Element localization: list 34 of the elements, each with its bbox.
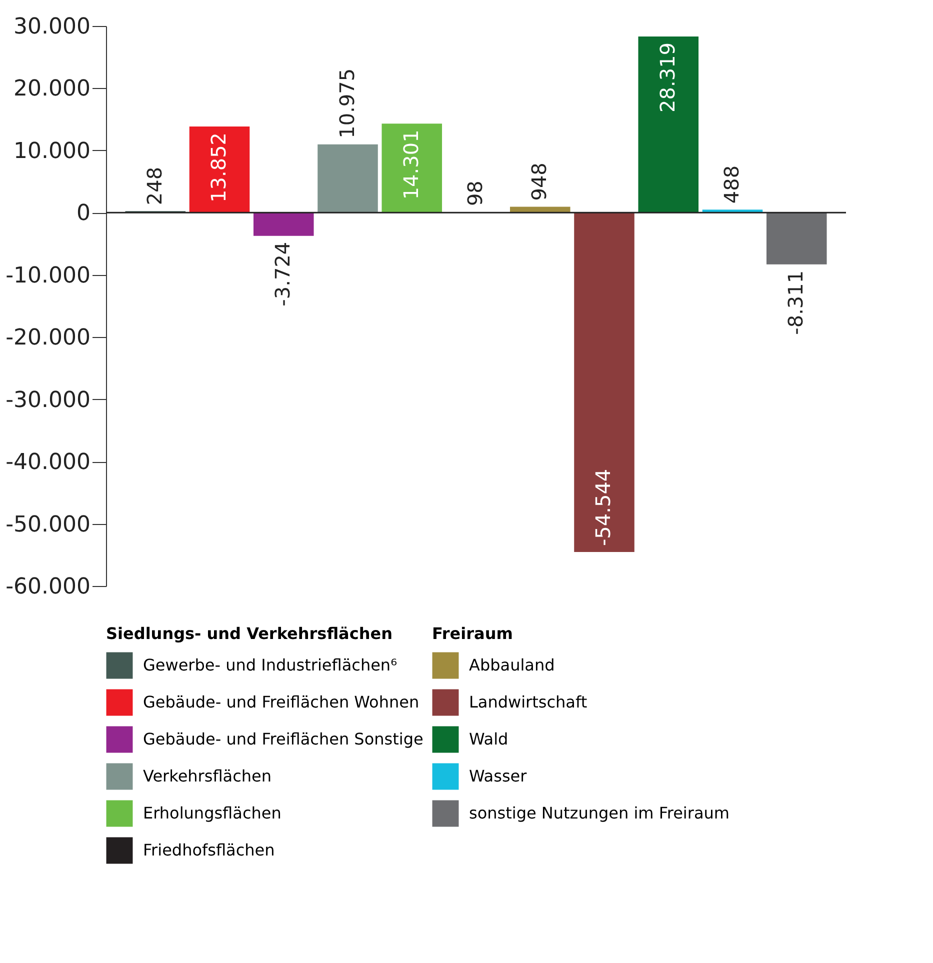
data-label: 13.852 [206, 132, 230, 202]
y-tick-label: -40.000 [6, 450, 90, 476]
text: Freiraum [432, 624, 513, 643]
data-label: 948 [527, 162, 552, 201]
data-label: 10.975 [334, 68, 359, 138]
y-tick-label: 10.000 [14, 138, 90, 164]
legend-label: Wald [469, 730, 508, 748]
legend-label: Gewerbe- und Industrieflächen⁶ [143, 656, 397, 674]
y-tick-label: -50.000 [6, 512, 90, 538]
y-tick-label: 0 [76, 201, 90, 226]
legend-label: Gebäude- und Freiflächen Sonstige [143, 730, 424, 748]
data-label: 248 [142, 166, 166, 206]
legend-label: Wasser [469, 766, 528, 786]
data-label: 28.319 [655, 42, 680, 112]
y-tick-label: 20.000 [14, 76, 90, 102]
data-label: 14.301 [398, 130, 423, 200]
data-label: 98 [463, 180, 487, 206]
data-label: -8.311 [784, 270, 808, 335]
legend-label: Verkehrsflächen [143, 766, 272, 786]
data-label: 488 [720, 165, 744, 204]
legend-label: Landwirtschaft [469, 692, 588, 712]
legend-label: Gebäude- und Freiflächen Wohnen [143, 692, 420, 712]
legend-title: Siedlungs- und Verkehrsflächen [106, 624, 392, 643]
y-tick-label: -10.000 [6, 263, 90, 288]
data-label: -54.544 [591, 468, 616, 546]
legend-label: Friedhofsflächen [143, 840, 275, 860]
data-label: -3.724 [270, 242, 295, 306]
legend-label: Abbauland [469, 656, 555, 674]
y-tick-label: -60.000 [6, 574, 90, 600]
y-tick-label: -20.000 [6, 326, 90, 351]
legend-label: sonstige Nutzungen im Freiraum [469, 804, 730, 822]
legend-label: Erholungsflächen [143, 804, 282, 822]
y-tick-label: -30.000 [6, 388, 90, 413]
y-tick-label: 30.000 [14, 14, 90, 40]
